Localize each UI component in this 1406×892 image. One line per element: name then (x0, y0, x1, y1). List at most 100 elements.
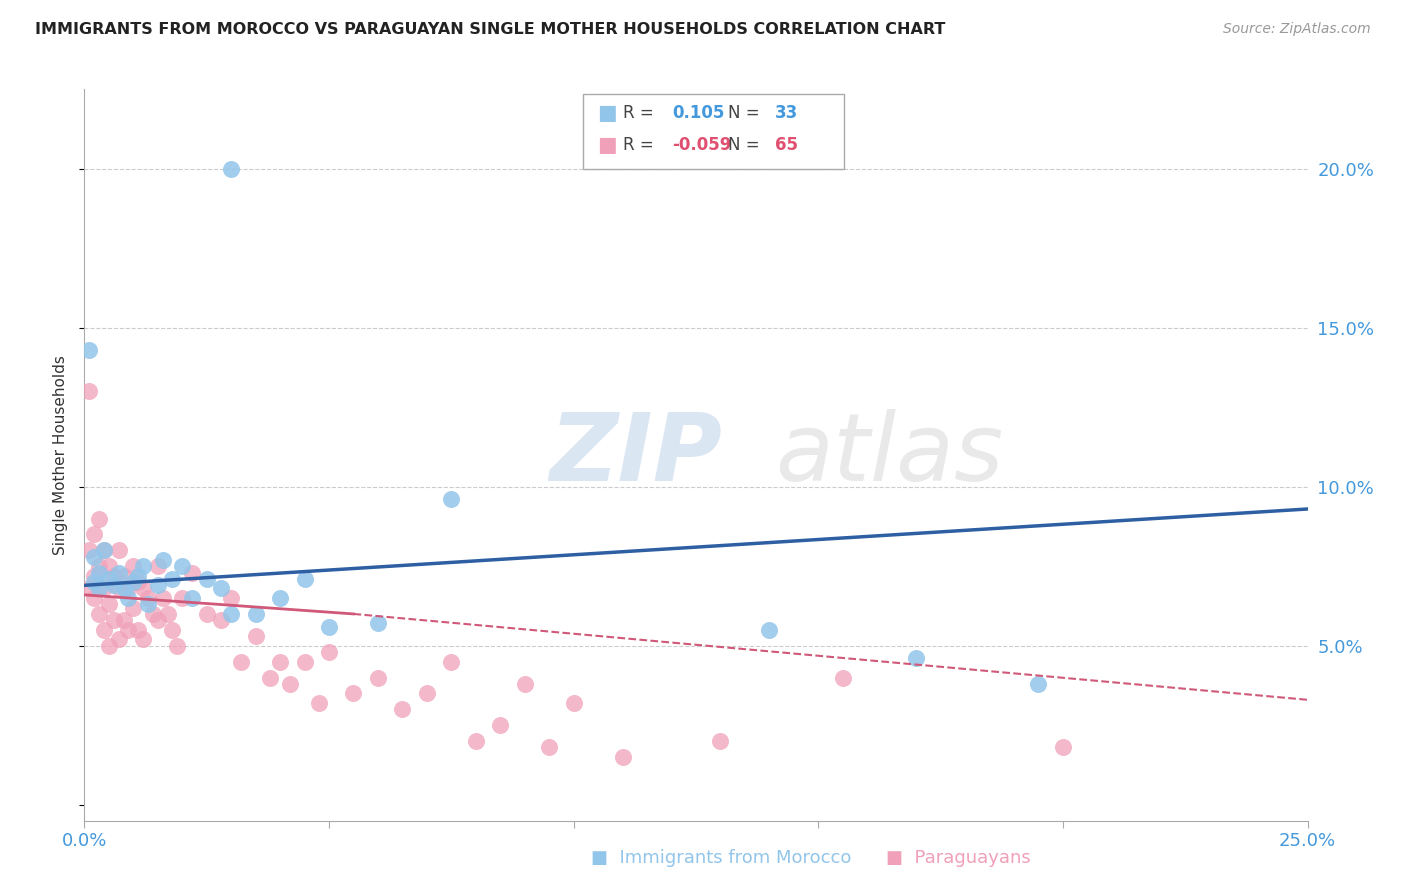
Point (318, 620, 340, 634)
Point (209, 582, 232, 596)
Point (107, 632, 129, 647)
Text: ■  Immigrants from Morocco: ■ Immigrants from Morocco (591, 849, 851, 867)
Point (259, 671, 281, 685)
Point (93, 582, 115, 596)
Point (112, 613, 135, 627)
Point (132, 559, 155, 574)
Text: ■  Paraguayans: ■ Paraguayans (886, 849, 1031, 867)
Point (112, 568, 135, 582)
Point (152, 591, 174, 605)
Point (127, 568, 149, 582)
Point (162, 623, 184, 637)
Point (83, 591, 105, 605)
Point (136, 591, 159, 605)
Point (127, 623, 149, 637)
Point (132, 582, 155, 596)
Point (93, 623, 115, 637)
Point (122, 575, 145, 590)
Point (87, 582, 110, 596)
Point (195, 572, 218, 586)
Point (87, 566, 110, 580)
Point (181, 566, 204, 580)
Point (195, 607, 218, 621)
Point (103, 568, 125, 582)
Point (122, 600, 145, 615)
Point (112, 582, 135, 596)
Point (245, 629, 267, 643)
Point (172, 559, 194, 574)
Point (146, 613, 169, 627)
Point (103, 613, 125, 627)
Point (245, 607, 267, 621)
Text: R =: R = (623, 136, 659, 154)
Point (1028, 677, 1050, 691)
Text: ZIP: ZIP (550, 409, 723, 501)
Point (464, 734, 486, 748)
Point (219, 607, 242, 621)
Point (117, 591, 139, 605)
Point (1052, 740, 1074, 755)
Text: R =: R = (623, 104, 659, 122)
Point (132, 632, 155, 647)
Text: IMMIGRANTS FROM MOROCCO VS PARAGUAYAN SINGLE MOTHER HOUSEHOLDS CORRELATION CHART: IMMIGRANTS FROM MOROCCO VS PARAGUAYAN SI… (35, 22, 945, 37)
Point (294, 572, 316, 586)
Point (367, 616, 389, 631)
Point (489, 718, 512, 732)
Point (83, 527, 105, 541)
Point (97, 572, 120, 586)
Point (142, 607, 165, 621)
Point (146, 578, 169, 592)
Point (162, 572, 184, 586)
Point (166, 639, 188, 653)
Point (77, 343, 100, 357)
Point (758, 623, 780, 637)
Text: Source: ZipAtlas.com: Source: ZipAtlas.com (1223, 22, 1371, 37)
Text: N =: N = (728, 104, 765, 122)
Point (391, 702, 413, 716)
Point (93, 543, 115, 558)
Point (219, 161, 242, 176)
Point (117, 582, 139, 596)
Point (117, 623, 139, 637)
Point (612, 750, 634, 764)
Point (97, 639, 120, 653)
Point (93, 543, 115, 558)
Text: ■: ■ (598, 136, 617, 155)
Point (122, 559, 145, 574)
Text: -0.059: -0.059 (672, 136, 731, 154)
Point (77, 384, 100, 399)
Point (97, 598, 120, 612)
Point (136, 598, 159, 612)
Point (831, 671, 853, 685)
Point (562, 696, 585, 710)
Point (107, 582, 129, 596)
Point (152, 553, 174, 567)
Point (367, 671, 389, 685)
Point (709, 734, 731, 748)
Text: N =: N = (728, 136, 765, 154)
Point (127, 575, 149, 590)
Point (538, 740, 561, 755)
Point (416, 686, 439, 700)
Point (107, 566, 129, 580)
Point (103, 578, 125, 592)
Point (440, 492, 463, 507)
Point (269, 591, 291, 605)
Point (513, 677, 536, 691)
Point (219, 591, 242, 605)
Text: 33: 33 (775, 104, 799, 122)
Text: 0.105: 0.105 (672, 104, 724, 122)
Point (156, 607, 179, 621)
Point (209, 613, 232, 627)
Point (308, 696, 330, 710)
Point (318, 645, 340, 659)
Point (97, 559, 120, 574)
Point (87, 607, 110, 621)
Point (269, 655, 291, 669)
Point (440, 655, 463, 669)
Text: 65: 65 (775, 136, 797, 154)
Y-axis label: Single Mother Households: Single Mother Households (53, 355, 69, 555)
Point (87, 559, 110, 574)
Point (87, 511, 110, 525)
Point (294, 655, 316, 669)
